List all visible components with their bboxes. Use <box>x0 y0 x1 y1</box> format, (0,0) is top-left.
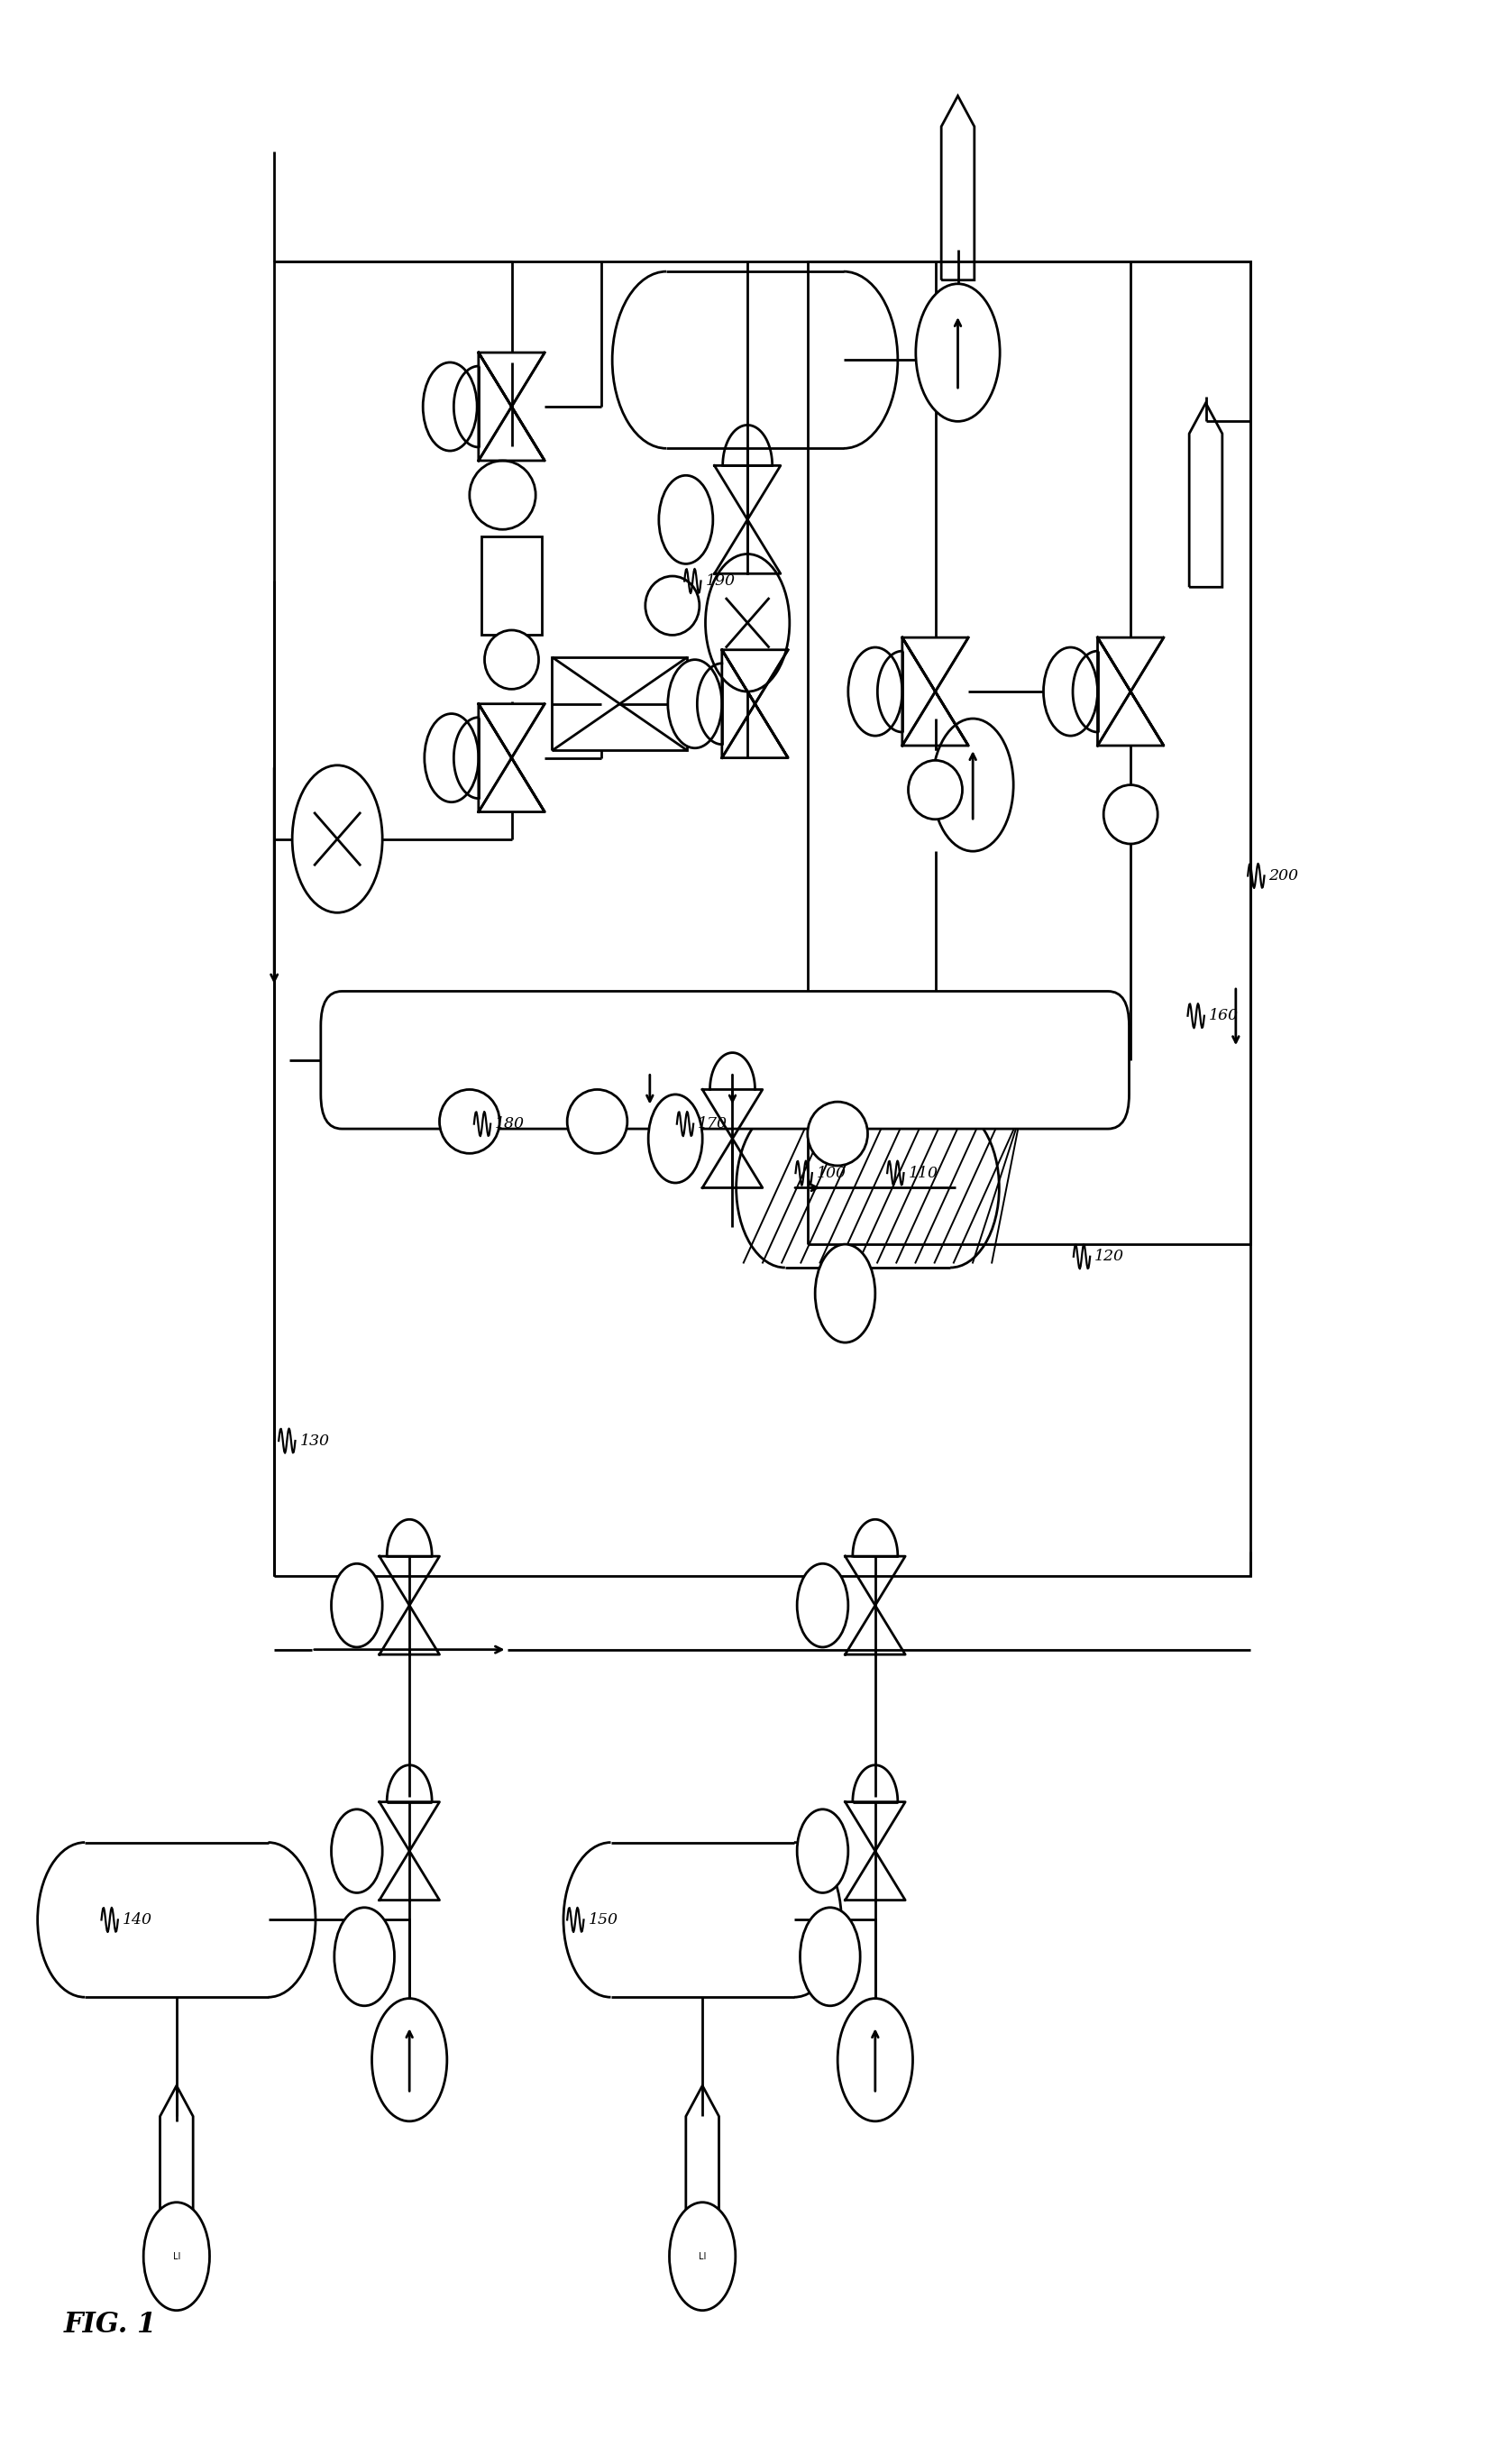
Circle shape <box>915 283 1000 421</box>
Ellipse shape <box>808 1101 868 1165</box>
Circle shape <box>648 1094 702 1183</box>
Circle shape <box>658 476 713 564</box>
Ellipse shape <box>568 1089 627 1153</box>
Circle shape <box>800 1907 861 2006</box>
Text: 140: 140 <box>122 1912 153 1927</box>
Circle shape <box>1043 648 1098 737</box>
Circle shape <box>423 362 477 451</box>
Circle shape <box>838 1998 912 2122</box>
Circle shape <box>424 715 479 803</box>
Circle shape <box>705 554 790 692</box>
Circle shape <box>293 766 382 912</box>
Bar <box>482 537 542 636</box>
Text: FIG. 1: FIG. 1 <box>63 2311 157 2338</box>
Circle shape <box>143 2203 210 2311</box>
Ellipse shape <box>1104 786 1158 843</box>
Ellipse shape <box>485 631 539 690</box>
Circle shape <box>334 1907 394 2006</box>
Circle shape <box>815 1244 876 1343</box>
Text: 190: 190 <box>705 574 735 589</box>
Text: LI: LI <box>172 2252 180 2262</box>
Text: 110: 110 <box>908 1165 938 1180</box>
Text: 160: 160 <box>1208 1008 1238 1023</box>
Text: 170: 170 <box>698 1116 728 1131</box>
Circle shape <box>371 1998 447 2122</box>
Circle shape <box>667 660 722 749</box>
Text: LI: LI <box>699 2252 707 2262</box>
Circle shape <box>331 1565 382 1646</box>
Text: 180: 180 <box>495 1116 525 1131</box>
Text: 150: 150 <box>589 1912 618 1927</box>
Circle shape <box>331 1809 382 1892</box>
Text: 100: 100 <box>817 1165 846 1180</box>
Circle shape <box>669 2203 735 2311</box>
Text: 130: 130 <box>300 1434 329 1449</box>
Circle shape <box>849 648 903 737</box>
Circle shape <box>797 1809 849 1892</box>
Text: 120: 120 <box>1095 1249 1125 1264</box>
Circle shape <box>797 1565 849 1646</box>
Text: 200: 200 <box>1268 867 1299 885</box>
Circle shape <box>932 719 1013 850</box>
Ellipse shape <box>470 461 536 530</box>
FancyBboxPatch shape <box>320 991 1129 1129</box>
Ellipse shape <box>645 577 699 636</box>
Ellipse shape <box>439 1089 500 1153</box>
Ellipse shape <box>908 761 962 821</box>
